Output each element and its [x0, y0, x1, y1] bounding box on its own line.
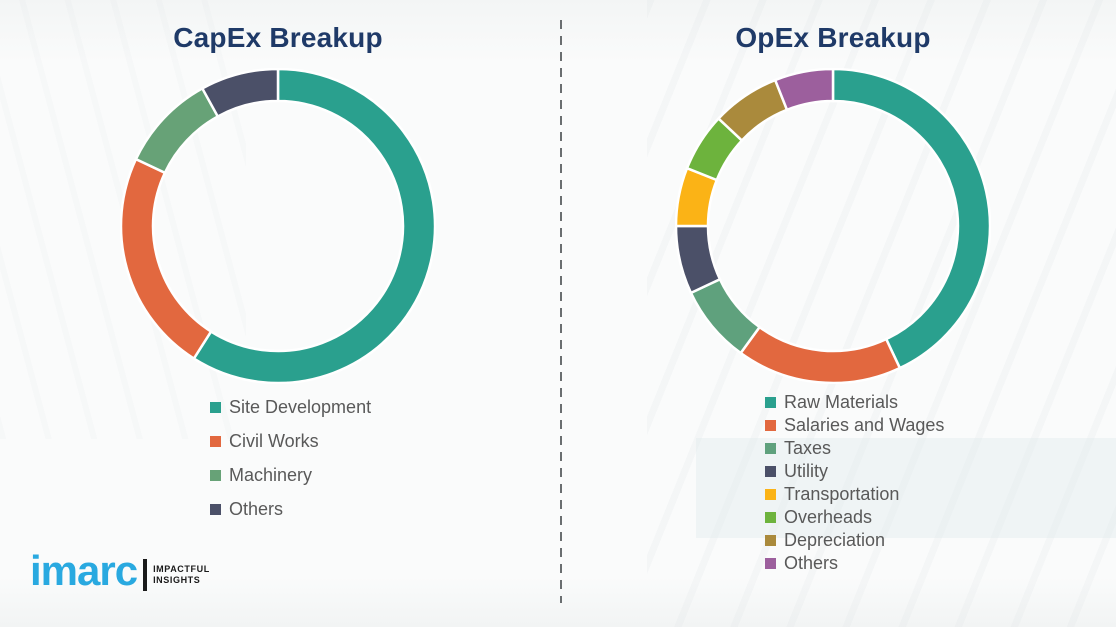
legend-item: Utility: [765, 460, 944, 483]
legend-label: Salaries and Wages: [784, 415, 945, 435]
capex-title: CapEx Breakup: [173, 22, 383, 53]
legend-item: Salaries and Wages: [765, 414, 944, 437]
legend-swatch: [210, 401, 221, 413]
imarc-tagline-line2: INSIGHTS: [153, 575, 201, 585]
legend-swatch: [765, 443, 776, 454]
capex-legend: Site Development Civil Works Machinery Othe…: [210, 390, 371, 526]
legend-item: Raw Materials: [765, 391, 944, 414]
imarc-logo-tagline: IMPACTFUL INSIGHTS: [153, 564, 210, 587]
donut-segment-machinery: [134, 86, 220, 175]
legend-label: Raw Materials: [784, 392, 899, 412]
legend-item: Depreciation: [765, 529, 944, 552]
legend-item: Machinery: [210, 458, 371, 492]
legend-swatch: [765, 558, 776, 569]
legend-swatch: [765, 489, 776, 500]
donut-segment-civil-works: [120, 157, 213, 361]
legend-label: Taxes: [784, 438, 832, 458]
legend-item: Overheads: [765, 506, 944, 529]
imarc-logo-divider-bar: [143, 559, 148, 591]
opex-title: OpEx Breakup: [735, 22, 931, 53]
legend-label: Site Development: [229, 396, 372, 417]
legend-label: Transportation: [784, 484, 900, 504]
legend-swatch: [765, 512, 776, 523]
legend-swatch: [210, 469, 221, 481]
donut-segment-others: [773, 68, 835, 112]
legend-label: Depreciation: [784, 530, 886, 550]
capex-donut-chart: [120, 68, 436, 384]
legend-label: Others: [784, 553, 839, 573]
imarc-tagline-line1: IMPACTFUL: [153, 563, 210, 574]
opex-legend: Raw Materials Salaries and Wages Taxes Util…: [765, 391, 944, 575]
legend-item: Site Development: [210, 390, 371, 424]
donut-segment-utility: [675, 224, 722, 295]
donut-segment-raw-materials: [831, 68, 991, 370]
legend-label: Civil Works: [229, 430, 319, 451]
donut-segment-others: [200, 68, 280, 119]
imarc-logo: imarc IMPACTFUL INSIGHTS: [30, 550, 210, 592]
imarc-logo-text: imarc: [30, 547, 138, 594]
legend-swatch: [765, 420, 776, 431]
legend-swatch: [210, 435, 221, 447]
legend-swatch: [210, 503, 221, 515]
donut-segment-salaries-and-wages: [738, 325, 902, 384]
legend-label: Overheads: [784, 507, 873, 527]
legend-item: Civil Works: [210, 424, 371, 458]
donut-segment-taxes: [689, 277, 762, 355]
legend-item: Taxes: [765, 437, 944, 460]
donut-segment-site-development: [192, 68, 436, 384]
legend-swatch: [765, 397, 776, 408]
divider-dashed-line: [560, 20, 562, 603]
legend-swatch: [765, 466, 776, 477]
legend-label: Machinery: [229, 464, 313, 485]
legend-swatch: [765, 535, 776, 546]
legend-label: Others: [229, 498, 284, 519]
opex-donut-chart: [675, 68, 991, 384]
legend-label: Utility: [784, 461, 828, 481]
legend-item: Others: [210, 492, 371, 526]
legend-item: Transportation: [765, 483, 944, 506]
legend-item: Others: [765, 552, 944, 575]
